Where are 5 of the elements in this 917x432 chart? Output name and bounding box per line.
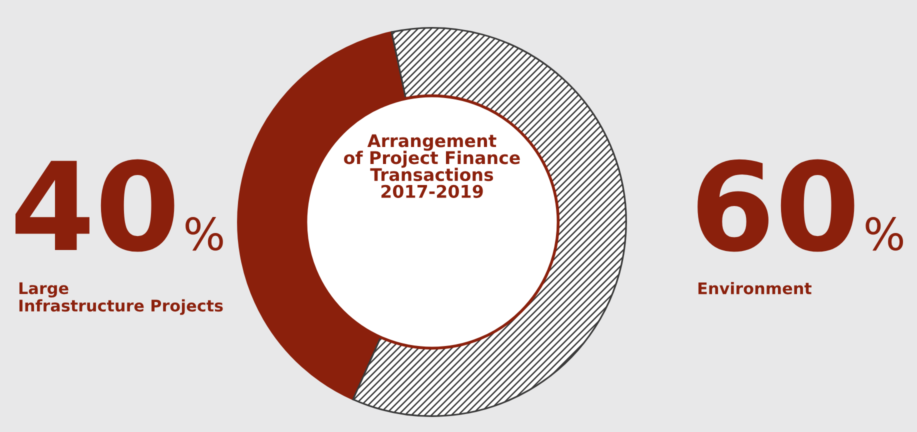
slice-label: Environment [698,282,812,294]
slice-label: Large Infrastructure Projects [19,282,223,315]
text: Arrangement of Project Finance Transactions 2017-2019 [344,134,520,198]
data-label: 40% [16,159,223,252]
data-label: 60% [698,159,904,252]
